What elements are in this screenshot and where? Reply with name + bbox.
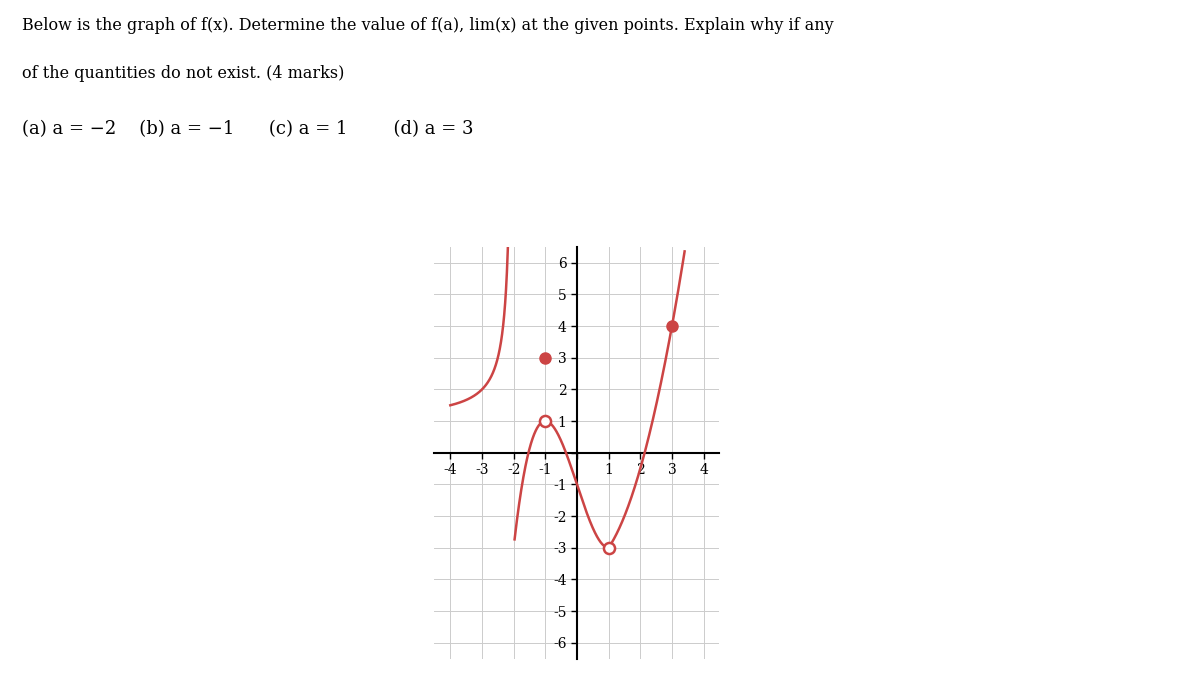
Text: of the quantities do not exist. (4 marks): of the quantities do not exist. (4 marks… — [22, 65, 344, 82]
Text: Below is the graph of f(x). Determine the value of f(a), lim(x) at the given poi: Below is the graph of f(x). Determine th… — [22, 17, 833, 34]
Text: (a) a = −2    (b) a = −1      (c) a = 1        (d) a = 3: (a) a = −2 (b) a = −1 (c) a = 1 (d) a = … — [22, 120, 474, 138]
